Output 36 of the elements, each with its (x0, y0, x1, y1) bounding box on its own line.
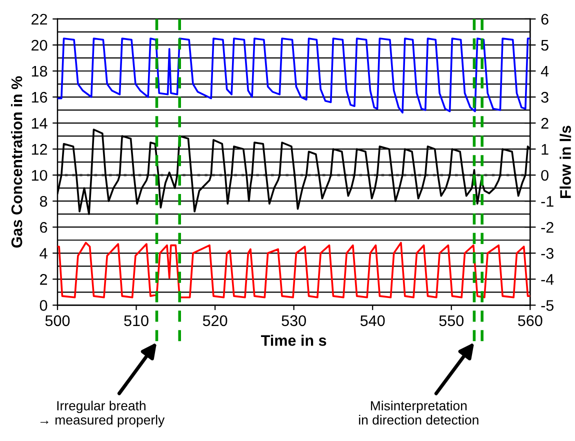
text: Misinterpretation in direction detection (359, 400, 478, 425)
x-tick-label: 530 (282, 315, 306, 326)
y2-tick-label: -3 (541, 248, 554, 259)
y-tick-label: 20 (32, 40, 48, 51)
y-tick-label: 8 (40, 196, 48, 207)
y-tick-label: 0 (40, 300, 48, 311)
y-tick-label: 4 (40, 248, 48, 259)
y-tick-label: 12 (32, 144, 48, 155)
y2-tick-label: 4 (540, 66, 549, 77)
y-tick-label: 22 (32, 14, 48, 24)
y-tick-label: 2 (40, 274, 48, 285)
text: Irregular breath → measured properly (40, 400, 165, 428)
x-tick-label: 510 (124, 315, 148, 326)
x-tick-label: 540 (360, 315, 385, 326)
x-tick-label: 560 (518, 315, 542, 326)
y2-tick-label: -4 (541, 274, 554, 285)
x-tick-label: 550 (439, 315, 464, 326)
y2-tick-label: -1 (541, 196, 554, 207)
y2-tick-label: 6 (541, 14, 548, 25)
y2-tick-label: 5 (541, 40, 548, 51)
x-axis-title: Time in s (261, 334, 326, 346)
y-axis-title: Gas Concentration in % (10, 76, 22, 248)
y-tick-label: 16 (32, 92, 48, 103)
y2-axis-title: Flow in l/s (560, 126, 572, 198)
y2-tick-label: 1 (542, 144, 548, 155)
y2-tick-label: 3 (541, 92, 548, 103)
y-tick-label: 6 (40, 222, 48, 233)
x-tick-label: 500 (45, 315, 70, 326)
y2-tick-label: 2 (541, 118, 548, 129)
y2-tick-label: -2 (541, 222, 554, 233)
y-tick-label: 14 (32, 118, 48, 129)
y-tick-label: 18 (32, 66, 48, 77)
x-tick-label: 520 (202, 315, 228, 326)
y-tick-label: 10 (32, 170, 48, 181)
y2-tick-label: 0 (541, 170, 548, 181)
y2-tick-label: -5 (541, 300, 554, 311)
